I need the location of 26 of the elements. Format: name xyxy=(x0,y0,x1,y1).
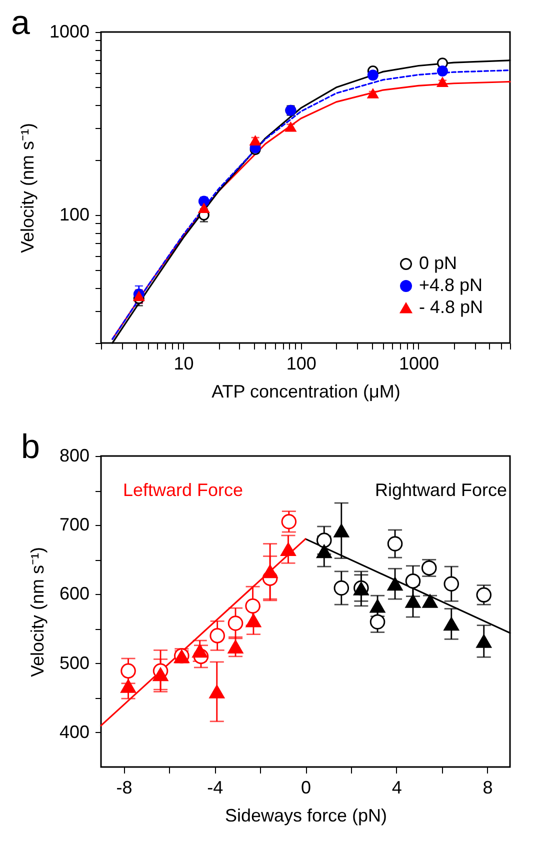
y-axis-title: Velocity (nm s⁻¹) xyxy=(27,546,48,678)
x-tick-label: 8 xyxy=(482,778,493,798)
x-tick-label: 1000 xyxy=(398,354,439,374)
x-tick-label: -8 xyxy=(116,778,132,798)
x-tick-label: 100 xyxy=(286,354,316,374)
legend-label: 0 pN xyxy=(419,253,458,273)
chart-title: b xyxy=(20,428,40,466)
text: Leftward Force xyxy=(123,480,244,500)
y-tick-label: 700 xyxy=(59,514,90,535)
x-axis-title: ATP concentration (μM) xyxy=(212,382,400,402)
x-tick-label: -4 xyxy=(207,778,224,798)
y-tick-label: 500 xyxy=(59,652,90,673)
x-tick-label: 4 xyxy=(392,778,402,798)
y-axis-title: Velocity (nm s⁻¹) xyxy=(17,122,38,254)
text: Rightward Force xyxy=(374,480,507,500)
y-tick-label: 400 xyxy=(59,722,90,742)
legend-label: - 4.8 pN xyxy=(419,297,484,317)
y-tick-label: 600 xyxy=(59,584,90,604)
legend-label: +4.8 pN xyxy=(419,275,483,295)
y-tick-label: 1000 xyxy=(49,22,90,42)
x-tick-label: 0 xyxy=(300,778,312,798)
chart-title: a xyxy=(10,4,30,42)
y-tick-label: 100 xyxy=(59,204,90,225)
x-tick-label: 10 xyxy=(174,354,194,374)
x-axis-title: Sideways force (pN) xyxy=(224,806,388,826)
y-tick-label: 800 xyxy=(59,446,90,466)
